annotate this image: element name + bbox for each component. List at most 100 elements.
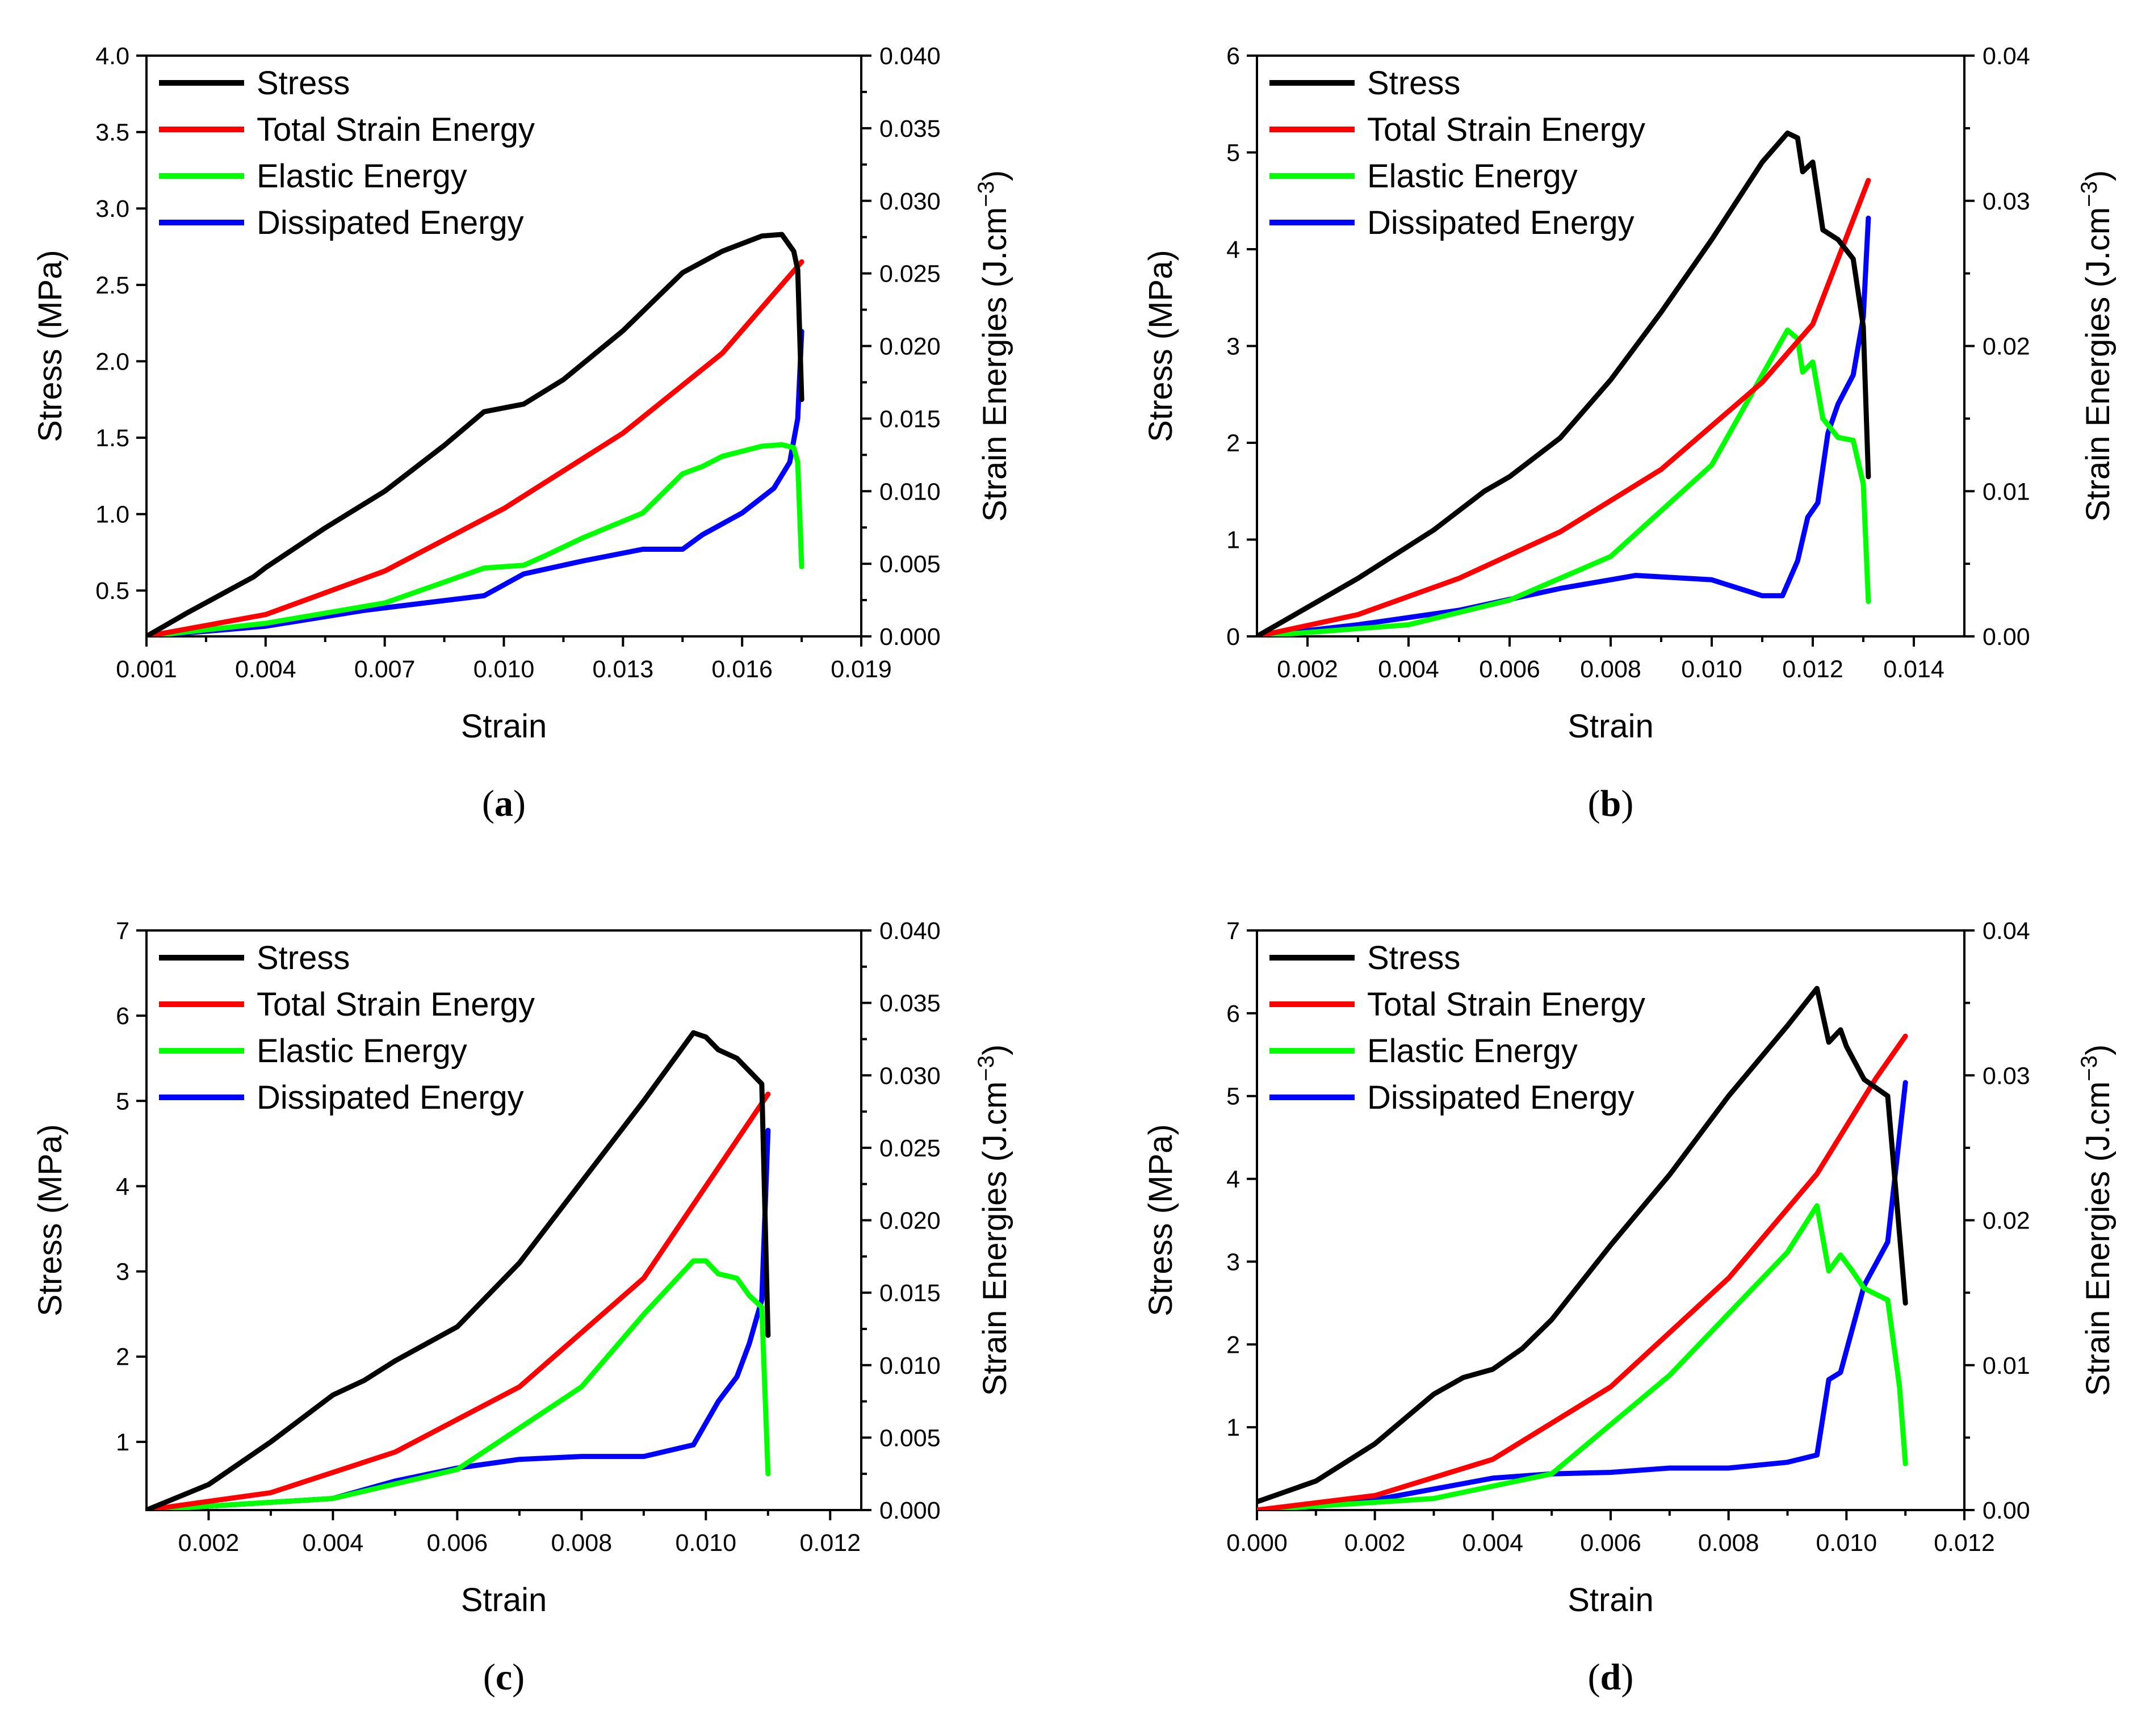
series-line-stress <box>1257 986 1908 1504</box>
y-axis-title: Stress (MPa) <box>32 250 69 442</box>
series-line-stress <box>1257 130 1871 636</box>
series-line-dissipated-energy <box>146 1127 771 1510</box>
y2-axis-title: Strain Energies (J.cm−3) <box>974 170 1013 522</box>
series-line-elastic-energy <box>146 442 804 636</box>
panel-caption: (c) <box>483 1657 525 1698</box>
x-tick-label: 0.002 <box>1277 656 1338 683</box>
x-tick-label: 0.008 <box>551 1529 613 1557</box>
x-tick-label: 0.014 <box>1883 656 1944 683</box>
y-tick-label: 7 <box>116 917 129 945</box>
y2-tick-label: 0.01 <box>1983 478 2030 505</box>
y-tick-label: 1 <box>1226 1414 1240 1441</box>
x-tick-label: 0.008 <box>1580 656 1641 683</box>
y2-tick-label: 0.02 <box>1983 333 2030 360</box>
chart-panel-c: 0.002 0.004 0.006 0.008 0.010 0.012 1 2 3 4 5 6 7 0.0… <box>32 917 1013 1698</box>
x-tick-label: 0.012 <box>1782 656 1843 683</box>
y2-tick-label: 0.015 <box>879 405 941 433</box>
x-tick-label: 0.010 <box>473 656 535 683</box>
y2-tick-label: 0.03 <box>1983 188 2030 215</box>
x-tick-label: 0.008 <box>1698 1529 1759 1557</box>
y2-tick-label: 0.005 <box>879 1424 941 1452</box>
y-tick-label: 4 <box>1226 1166 1240 1193</box>
legend-label: Stress <box>1367 940 1460 976</box>
y-tick-label: 6 <box>116 1003 129 1030</box>
y-tick-label: 2 <box>116 1344 129 1371</box>
x-tick-label: 0.006 <box>427 1529 488 1557</box>
legend-label: Dissipated Energy <box>257 204 524 241</box>
x-tick-label: 0.002 <box>1344 1529 1406 1557</box>
legend-label: Dissipated Energy <box>1367 1079 1635 1116</box>
x-tick-label: 0.010 <box>1681 656 1742 683</box>
x-tick-label: 0.002 <box>178 1529 240 1557</box>
x-tick-label: 0.012 <box>1934 1529 1995 1557</box>
y2-tick-label: 0.000 <box>879 1497 941 1524</box>
y-tick-label: 4 <box>116 1173 129 1200</box>
y2-tick-label: 0.020 <box>879 333 941 360</box>
y-tick-label: 6 <box>1226 43 1240 70</box>
series-line-total-strain-energy <box>146 1091 771 1510</box>
legend-label: Elastic Energy <box>257 1033 467 1070</box>
series-line-elastic-energy <box>1257 327 1871 636</box>
y2-tick-label: 0.030 <box>879 1062 941 1089</box>
x-tick-label: 0.012 <box>799 1529 861 1557</box>
x-axis-title: Strain <box>1568 708 1654 745</box>
y2-tick-label: 0.030 <box>879 188 941 215</box>
legend-label: Total Strain Energy <box>257 986 535 1023</box>
x-tick-label: 0.010 <box>675 1529 736 1557</box>
x-tick-label: 0.004 <box>1378 656 1439 683</box>
x-tick-label: 0.006 <box>1479 656 1540 683</box>
y-tick-label: 2.0 <box>95 348 129 375</box>
series-line-stress <box>146 1030 771 1510</box>
y-tick-label: 3 <box>1226 333 1240 360</box>
x-tick-label: 0.010 <box>1816 1529 1877 1557</box>
legend-label: Total Strain Energy <box>1367 986 1645 1023</box>
x-tick-label: 0.004 <box>1462 1529 1524 1557</box>
y-tick-label: 4.0 <box>95 43 129 70</box>
x-axis-title: Strain <box>461 1582 547 1618</box>
series-line-dissipated-energy <box>1257 215 1871 636</box>
series-line-total-strain-energy <box>1257 1033 1908 1510</box>
legend-label: Stress <box>257 65 350 102</box>
y-tick-label: 3.0 <box>95 195 129 223</box>
chart-panel-b: 0.002 0.004 0.006 0.008 0.010 0.012 0.014 0 1 2 3 4… <box>1142 43 2117 824</box>
y2-axis-title: Strain Energies (J.cm−3) <box>2077 1045 2117 1396</box>
panel-caption: (b) <box>1588 783 1634 824</box>
y2-tick-label: 0.035 <box>879 115 941 142</box>
y2-tick-label: 0.02 <box>1983 1207 2030 1235</box>
y-tick-label: 4 <box>1226 236 1240 263</box>
chart-panel-d: 0.000 0.002 0.004 0.006 0.008 0.010 0.01212345… <box>1142 917 2117 1698</box>
y2-tick-label: 0.000 <box>879 623 941 651</box>
y-tick-label: 2 <box>1226 1331 1240 1358</box>
y2-tick-label: 0.005 <box>879 551 941 578</box>
y2-axis-title: Strain Energies (J.cm−3) <box>2077 170 2117 522</box>
y2-tick-label: 0.025 <box>879 261 941 288</box>
x-tick-label: 0.019 <box>831 656 892 683</box>
y2-tick-label: 0.035 <box>879 990 941 1017</box>
y-tick-label: 5 <box>116 1088 129 1115</box>
y-tick-label: 7 <box>1226 917 1240 945</box>
x-tick-label: 0.016 <box>711 656 773 683</box>
legend-label: Total Strain Energy <box>1367 111 1645 148</box>
y2-tick-label: 0.020 <box>879 1207 941 1235</box>
y-axis-title: Stress (MPa) <box>1142 1124 1179 1316</box>
legend-label: Total Strain Energy <box>257 111 535 148</box>
x-tick-label: 0.013 <box>593 656 654 683</box>
y2-tick-label: 0.040 <box>879 917 941 945</box>
series-line-total-strain-energy <box>1257 178 1871 636</box>
y2-tick-label: 0.025 <box>879 1135 941 1162</box>
y-tick-label: 2 <box>1226 430 1240 457</box>
y-tick-label: 6 <box>1226 1000 1240 1028</box>
legend-label: Dissipated Energy <box>257 1079 524 1116</box>
y2-tick-label: 0.04 <box>1983 43 2030 70</box>
panel-caption: (a) <box>482 783 526 824</box>
y-tick-label: 0 <box>1226 623 1240 651</box>
y2-tick-label: 0.010 <box>879 1352 941 1379</box>
x-axis-title: Strain <box>1568 1582 1654 1618</box>
y-tick-label: 1.5 <box>95 425 129 452</box>
x-tick-label: 0.006 <box>1580 1529 1641 1557</box>
y-tick-label: 0.5 <box>95 577 129 605</box>
y-tick-label: 3 <box>116 1259 129 1286</box>
y-tick-label: 1 <box>1226 527 1240 554</box>
legend-label: Dissipated Energy <box>1367 204 1635 241</box>
